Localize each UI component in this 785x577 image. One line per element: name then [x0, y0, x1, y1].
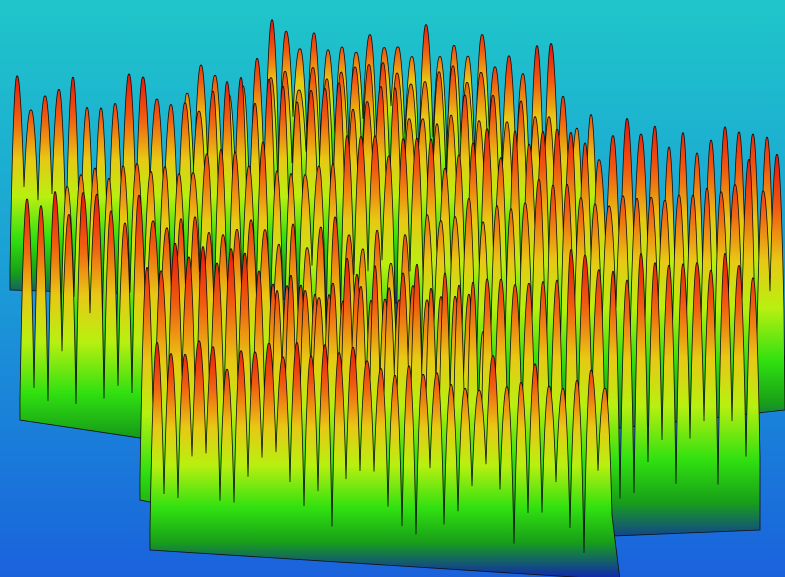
page: (() => { JSON.parse(document.getElementB…	[0, 0, 785, 577]
surface-render	[0, 0, 785, 577]
